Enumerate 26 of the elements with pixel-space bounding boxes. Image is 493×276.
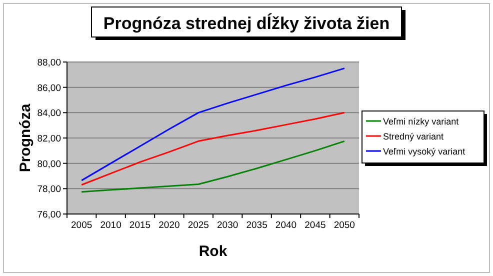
- x-axis-title: Rok: [198, 243, 228, 260]
- x-tick-label: 2045: [304, 220, 326, 231]
- legend-label: Veľmi vysoký variant: [383, 146, 466, 156]
- y-tick-label: 84,00: [37, 108, 61, 120]
- x-tick-label: 2040: [275, 220, 297, 231]
- x-tick-label: 2015: [129, 220, 151, 231]
- y-tick-label: 86,00: [37, 82, 61, 94]
- line-series: [80, 68, 346, 182]
- legend-label: Stredný variant: [383, 132, 444, 142]
- x-tick-label: 2025: [188, 220, 209, 231]
- x-tick-label: 2030: [217, 220, 238, 231]
- x-tick-label: 2035: [246, 220, 268, 231]
- y-tick-label: 78,00: [37, 184, 61, 196]
- y-tick-label: 88,00: [37, 58, 61, 68]
- legend-label: Veľmi nízky variant: [383, 116, 460, 126]
- x-tick-label: 2050: [334, 220, 355, 231]
- line-series: [80, 140, 346, 193]
- x-tick-label: 2005: [71, 220, 92, 231]
- x-tick-label: 2020: [158, 220, 180, 231]
- y-axis-title: Prognóza: [17, 103, 34, 172]
- y-tick-label: 80,00: [37, 158, 61, 170]
- line-series: [80, 112, 346, 186]
- y-tick-label: 82,00: [37, 134, 61, 144]
- y-tick-label: 76,00: [37, 210, 61, 220]
- chart-title: Prognóza strednej dĺžky života žien: [103, 13, 390, 33]
- x-tick-label: 2010: [100, 220, 122, 231]
